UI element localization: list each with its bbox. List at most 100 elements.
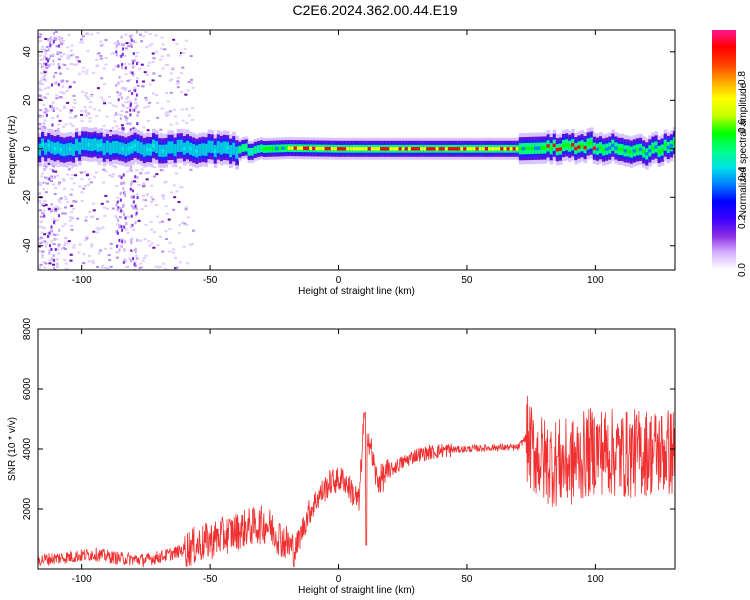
noise-cell	[148, 101, 152, 104]
noise-cell	[185, 108, 189, 111]
noise-cell	[50, 229, 53, 233]
noise-cell	[58, 36, 62, 39]
band-core-cell	[389, 147, 394, 151]
noise-cell	[137, 219, 141, 222]
noise-cell	[52, 206, 56, 209]
noise-cell	[42, 62, 46, 65]
noise-cell	[122, 43, 125, 47]
noise-cell	[116, 244, 119, 248]
noise-cell	[115, 184, 119, 187]
noise-cell	[130, 225, 133, 229]
noise-cell	[56, 262, 59, 266]
band-core-cell	[182, 146, 187, 151]
noise-cell	[134, 250, 137, 254]
noise-cell	[167, 218, 171, 221]
noise-cell	[72, 116, 76, 119]
noise-cell	[115, 53, 118, 57]
noise-cell	[60, 91, 64, 94]
y-tick-label: 8000	[22, 317, 33, 340]
noise-cell	[45, 176, 48, 180]
band-core-cell	[503, 147, 508, 151]
noise-cell	[57, 244, 60, 248]
noise-cell	[64, 123, 68, 126]
noise-cell	[70, 44, 74, 47]
noise-cell	[55, 258, 59, 261]
band-cell	[229, 145, 233, 158]
band-core-cell	[426, 147, 431, 151]
noise-cell	[173, 196, 177, 199]
noise-cell	[67, 240, 71, 243]
noise-cell	[116, 208, 119, 212]
noise-cell	[55, 265, 59, 268]
noise-cell	[38, 89, 42, 92]
band-core-cell	[651, 146, 656, 150]
band-core-cell	[303, 146, 307, 150]
noise-cell	[109, 174, 113, 177]
band-cell	[207, 140, 212, 153]
noise-cell	[50, 83, 53, 87]
noise-cell	[49, 168, 53, 171]
noise-cell	[49, 209, 52, 213]
chart-title: C2E6.2024.362.00.44.E19	[292, 2, 458, 18]
band-core-cell	[287, 146, 292, 150]
noise-cell	[44, 108, 48, 111]
band-core-cell	[660, 148, 665, 152]
y-tick-label: 40	[22, 46, 33, 58]
noise-cell	[133, 265, 137, 268]
band-cell	[204, 143, 209, 156]
noise-cell	[155, 50, 159, 53]
noise-cell	[119, 207, 122, 211]
band-core-cell	[614, 146, 619, 150]
noise-cell	[140, 63, 144, 66]
noise-cell	[53, 82, 57, 85]
noise-cell	[180, 221, 184, 224]
band-cell	[102, 143, 107, 156]
noise-cell	[159, 265, 163, 268]
noise-cell	[84, 216, 88, 219]
noise-cell	[180, 72, 184, 75]
noise-cell	[63, 222, 67, 225]
noise-cell	[137, 183, 141, 186]
noise-cell	[146, 119, 150, 122]
noise-cell	[43, 199, 47, 202]
noise-cell	[160, 47, 164, 50]
band-core-cell	[296, 146, 301, 150]
noise-cell	[86, 97, 90, 100]
noise-cell	[38, 87, 42, 90]
noise-cell	[135, 80, 138, 84]
noise-cell	[126, 231, 130, 234]
noise-cell	[116, 223, 120, 226]
noise-cell	[47, 207, 51, 210]
band-core-cell	[491, 147, 495, 151]
noise-cell	[130, 239, 133, 243]
noise-cell	[135, 254, 139, 257]
noise-cell	[47, 109, 51, 112]
band-cell	[198, 144, 202, 157]
noise-cell	[191, 106, 195, 109]
noise-cell	[52, 74, 55, 78]
band-core-cell	[266, 147, 270, 151]
noise-cell	[131, 71, 134, 75]
noise-cell	[130, 214, 133, 218]
x-tick-label: -100	[72, 275, 92, 286]
noise-cell	[44, 52, 48, 55]
band-core-cell	[423, 147, 427, 151]
noise-cell	[165, 92, 169, 95]
noise-cell	[43, 176, 47, 179]
noise-cell	[169, 91, 173, 94]
noise-cell	[52, 243, 56, 246]
noise-cell	[125, 111, 129, 114]
noise-cell	[155, 94, 159, 97]
noise-cell	[39, 33, 43, 36]
noise-cell	[150, 228, 154, 231]
band-core-cell	[133, 143, 138, 148]
noise-cell	[146, 171, 150, 174]
noise-cell	[80, 200, 84, 203]
noise-cell	[178, 224, 182, 227]
noise-cell	[69, 62, 73, 65]
noise-cell	[102, 206, 106, 209]
band-core-cell	[642, 150, 646, 154]
noise-cell	[121, 103, 124, 107]
noise-cell	[96, 53, 100, 56]
